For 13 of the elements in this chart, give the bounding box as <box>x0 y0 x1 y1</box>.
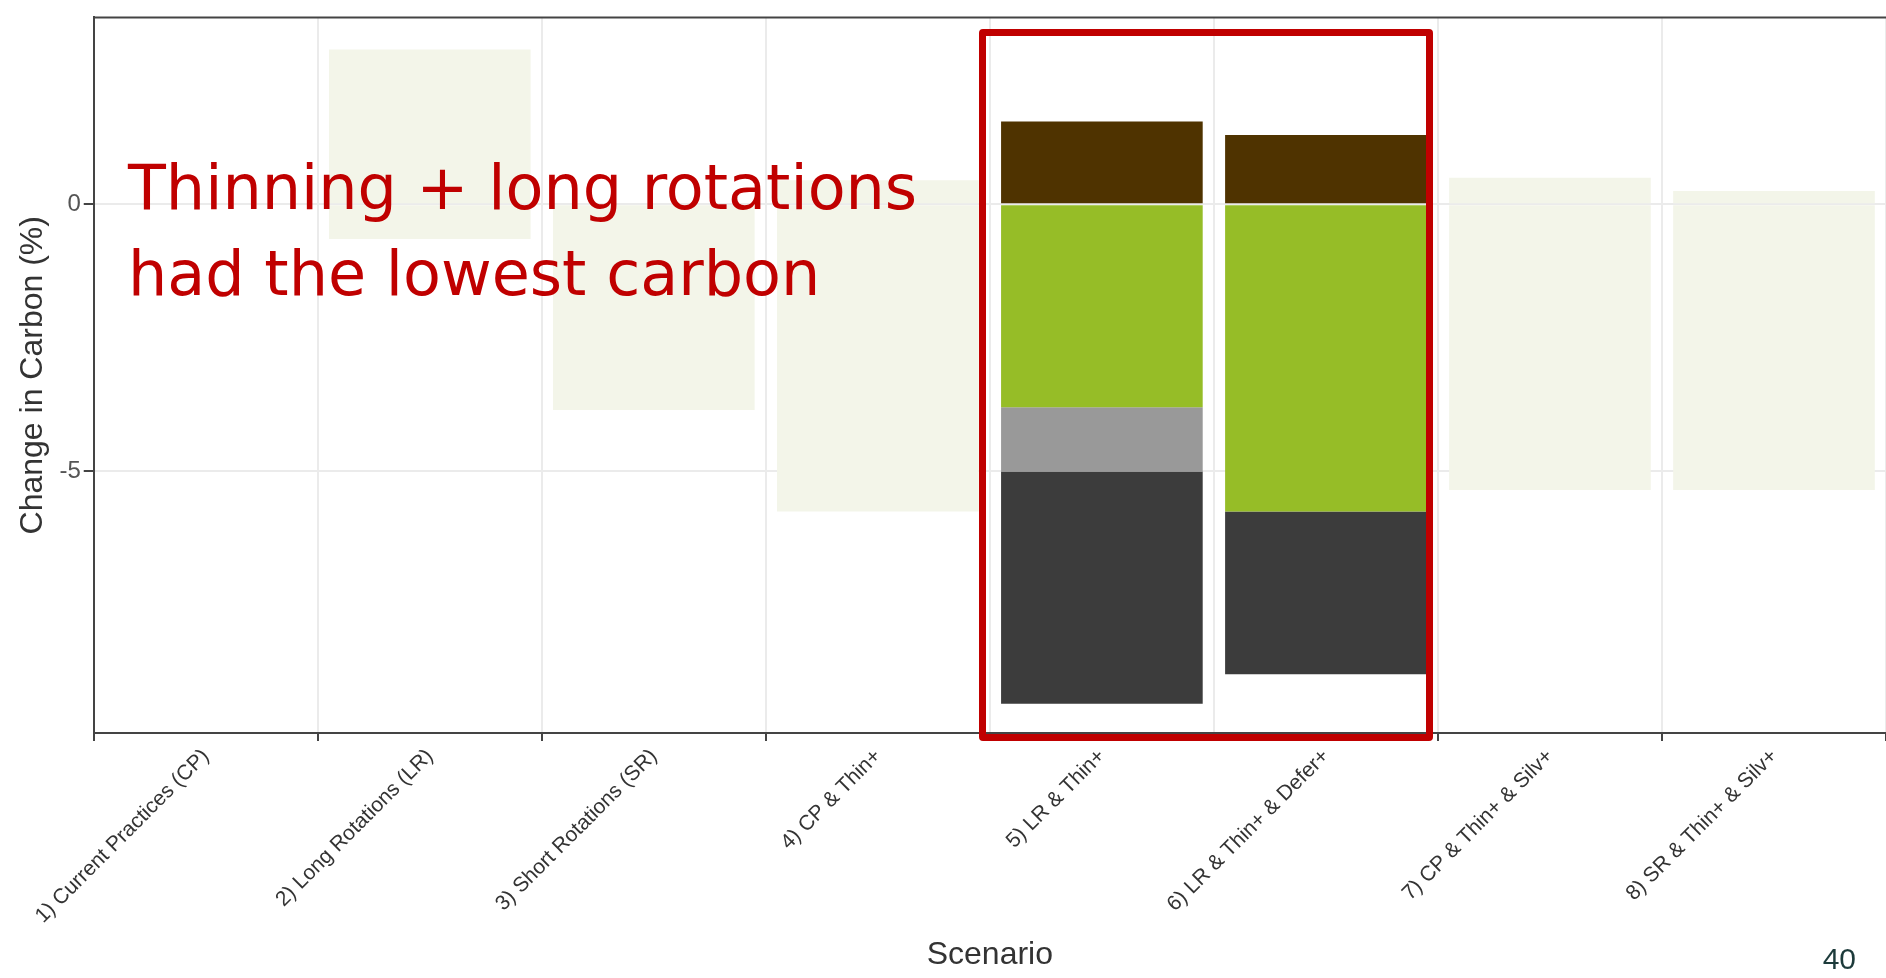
bar <box>1225 134 1427 204</box>
bar <box>1001 471 1203 704</box>
bar <box>1225 511 1427 675</box>
bar <box>1001 121 1203 204</box>
x-axis-title: Scenario <box>926 934 1054 971</box>
bar <box>1001 205 1203 408</box>
bar <box>1001 407 1203 472</box>
y-tick-label: 0 <box>67 188 81 216</box>
bar <box>1225 205 1427 512</box>
y-axis-title: Change in Carbon (%) <box>13 216 50 535</box>
text: 40 <box>1822 942 1856 976</box>
annotation: Thinning + long rotations had the lowest carbon <box>128 150 919 312</box>
y-tick-label: -5 <box>59 456 81 484</box>
